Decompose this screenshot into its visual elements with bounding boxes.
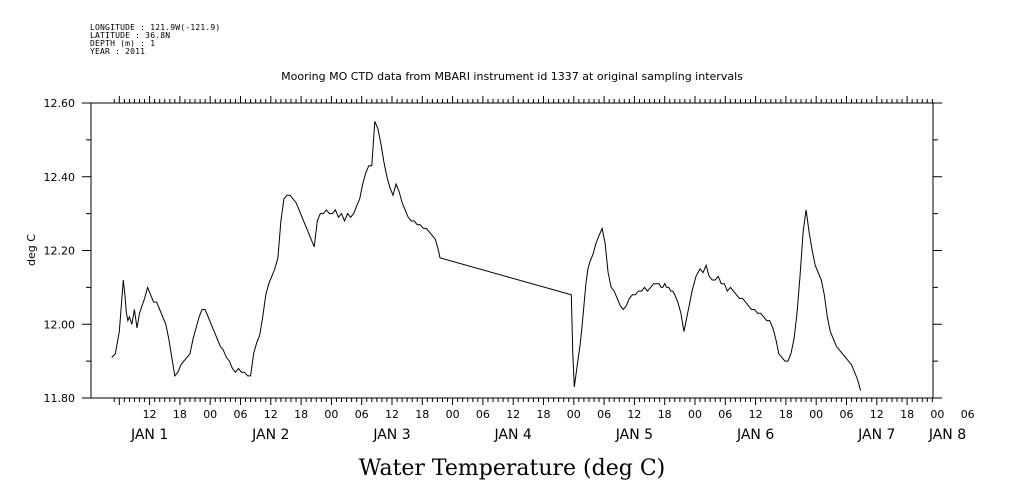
y-tick-label: 12.60 (44, 97, 76, 110)
x-tick-label: 00 (930, 408, 944, 421)
y-tick-label: 12.20 (44, 245, 76, 258)
x-tick-label: 00 (567, 408, 581, 421)
x-tick-label: 00 (446, 408, 460, 421)
x-tick-label: 06 (234, 408, 248, 421)
x-day-label: JAN 1 (130, 427, 168, 443)
x-tick-label: 18 (658, 408, 672, 421)
x-tick-label: 12 (749, 408, 763, 421)
x-tick-label: 00 (688, 408, 702, 421)
y-axis-label: deg C (25, 234, 38, 266)
depth-label: DEPTH (m) : 1 (90, 39, 156, 48)
x-tick-labels: 12 18 00 06 12 18 00 06 12 18 00 06 12 18 00 06 12 18 00 06… (143, 408, 975, 421)
x-tick-label: 00 (203, 408, 217, 421)
x-day-label: JAN 8 (928, 427, 966, 443)
x-tick-label: 00 (809, 408, 823, 421)
year-label: YEAR : 2011 (90, 47, 146, 56)
x-tick-label: 12 (627, 408, 641, 421)
x-tick-label: 18 (537, 408, 551, 421)
axis-ticks (82, 96, 942, 405)
x-tick-label: 06 (476, 408, 490, 421)
x-tick-label: 12 (385, 408, 399, 421)
x-tick-label: 18 (294, 408, 308, 421)
x-tick-label: 18 (415, 408, 429, 421)
x-day-label: JAN 4 (494, 427, 532, 443)
y-tick-label: 11.80 (44, 392, 76, 405)
x-tick-label: 12 (264, 408, 278, 421)
x-tick-label: 06 (961, 408, 975, 421)
x-day-label: JAN 7 (857, 427, 895, 443)
y-tick-label: 12.00 (44, 318, 76, 331)
x-day-labels: JAN 1 JAN 2 JAN 3 JAN 4 JAN 5 JAN 6 JAN 7 JAN 8 (130, 427, 966, 443)
y-tick-labels: 11.80 12.00 12.20 12.40 12.60 (44, 97, 76, 405)
x-tick-label: 06 (355, 408, 369, 421)
x-axis-label: Water Temperature (deg C) (359, 456, 666, 481)
x-tick-label: 06 (840, 408, 854, 421)
x-tick-label: 12 (506, 408, 520, 421)
x-day-label: JAN 5 (615, 427, 653, 443)
longitude-label: LONGITUDE : 121.9W(-121.9) (90, 23, 221, 32)
x-tick-label: 18 (779, 408, 793, 421)
x-tick-label: 06 (597, 408, 611, 421)
x-tick-label: 18 (900, 408, 914, 421)
y-tick-label: 12.40 (44, 171, 76, 184)
x-day-label: JAN 3 (372, 427, 410, 443)
x-day-label: JAN 6 (736, 427, 774, 443)
plot-frame (90, 102, 934, 399)
latitude-label: LATITUDE : 36.8N (90, 31, 171, 40)
chart-title: Mooring MO CTD data from MBARI instrumen… (281, 70, 743, 83)
x-tick-label: 18 (173, 408, 187, 421)
x-tick-label: 12 (143, 408, 157, 421)
series-line-water-temperature (111, 121, 862, 391)
x-tick-label: 06 (718, 408, 732, 421)
x-tick-label: 12 (870, 408, 884, 421)
x-day-label: JAN 2 (251, 427, 289, 443)
x-tick-label: 00 (324, 408, 338, 421)
